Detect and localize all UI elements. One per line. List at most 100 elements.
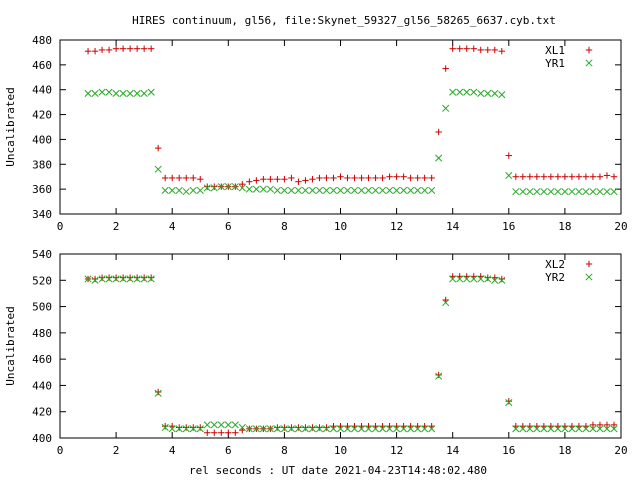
y-tick-label: 420 xyxy=(32,109,52,122)
data-point xyxy=(610,425,618,433)
data-point xyxy=(294,425,302,433)
data-point xyxy=(442,299,450,307)
data-point xyxy=(547,173,555,180)
data-point xyxy=(210,184,218,192)
y-tick-label: 340 xyxy=(32,208,52,221)
data-point xyxy=(294,186,302,194)
marker-stroke xyxy=(238,184,246,192)
data-point xyxy=(161,174,169,182)
data-point xyxy=(484,46,491,54)
data-point xyxy=(505,398,512,405)
data-point xyxy=(336,425,345,433)
data-point xyxy=(126,275,134,283)
marker-stroke xyxy=(470,275,478,283)
data-point xyxy=(197,176,204,183)
data-point xyxy=(393,186,401,194)
marker-stroke xyxy=(463,88,471,96)
data-point xyxy=(463,275,471,283)
data-point xyxy=(526,173,534,180)
marker-stroke xyxy=(301,425,309,433)
marker-stroke xyxy=(400,425,408,433)
marker-stroke xyxy=(168,186,176,194)
marker-stroke xyxy=(526,425,534,433)
data-point xyxy=(217,183,225,191)
marker-stroke xyxy=(414,425,422,433)
data-point xyxy=(421,174,428,182)
data-point xyxy=(533,173,541,180)
marker-stroke xyxy=(582,425,590,433)
marker-stroke xyxy=(217,183,225,191)
data-point xyxy=(491,276,499,284)
y-tick-label: 360 xyxy=(32,183,52,196)
marker-stroke xyxy=(589,425,597,433)
data-point xyxy=(266,185,274,193)
marker-stroke xyxy=(119,89,127,97)
x-tick-label: 0 xyxy=(57,220,64,233)
marker-stroke xyxy=(126,89,134,97)
data-point xyxy=(252,425,260,433)
marker-stroke xyxy=(273,425,281,433)
data-point xyxy=(533,188,541,196)
marker-stroke xyxy=(533,188,541,196)
data-point xyxy=(147,45,155,52)
marker-stroke xyxy=(224,183,232,191)
marker-stroke xyxy=(575,425,583,433)
marker-stroke xyxy=(393,186,401,194)
data-point xyxy=(168,425,176,433)
data-point xyxy=(176,174,183,182)
data-point xyxy=(295,178,302,185)
data-point xyxy=(484,89,492,97)
data-point xyxy=(302,424,309,431)
marker-stroke xyxy=(98,275,106,283)
data-point xyxy=(259,185,267,193)
data-point xyxy=(91,276,99,284)
marker-stroke xyxy=(470,88,478,96)
marker-stroke xyxy=(119,275,127,283)
data-point xyxy=(456,88,464,96)
x-tick-label: 2 xyxy=(113,444,120,457)
data-point xyxy=(568,188,576,196)
marker-stroke xyxy=(252,425,260,433)
data-point xyxy=(301,186,309,194)
data-point xyxy=(582,188,590,196)
data-point xyxy=(232,429,239,436)
data-point xyxy=(169,174,176,182)
data-point xyxy=(224,183,232,191)
marker-stroke xyxy=(414,186,422,194)
marker-stroke xyxy=(182,425,190,433)
data-point xyxy=(596,173,604,180)
data-point xyxy=(561,173,569,180)
data-point xyxy=(190,424,197,431)
data-point xyxy=(154,144,162,152)
data-point xyxy=(112,274,120,281)
data-point xyxy=(330,174,337,182)
marker-stroke xyxy=(540,188,548,196)
marker-stroke xyxy=(322,425,331,433)
x-tick-label: 18 xyxy=(558,444,571,457)
data-point xyxy=(512,425,520,433)
data-point xyxy=(267,176,274,183)
data-point xyxy=(554,425,562,433)
data-point xyxy=(133,275,141,283)
marker-stroke xyxy=(84,89,92,97)
marker-stroke xyxy=(210,421,218,429)
data-point xyxy=(519,425,527,433)
y-tick-label: 480 xyxy=(32,327,52,340)
marker-stroke xyxy=(561,425,569,433)
data-point xyxy=(266,425,274,433)
data-point xyxy=(456,45,463,52)
data-point xyxy=(133,274,141,281)
marker-stroke xyxy=(273,186,281,194)
marker-stroke xyxy=(175,186,183,194)
x-tick-label: 4 xyxy=(169,220,176,233)
marker-stroke xyxy=(407,425,415,433)
data-point xyxy=(428,186,436,194)
data-point xyxy=(147,274,155,281)
data-point xyxy=(203,421,211,429)
data-point xyxy=(491,46,498,54)
marker-stroke xyxy=(554,425,562,433)
data-point xyxy=(589,421,597,429)
data-point xyxy=(491,89,499,97)
data-point xyxy=(351,174,358,182)
data-point xyxy=(540,188,548,196)
